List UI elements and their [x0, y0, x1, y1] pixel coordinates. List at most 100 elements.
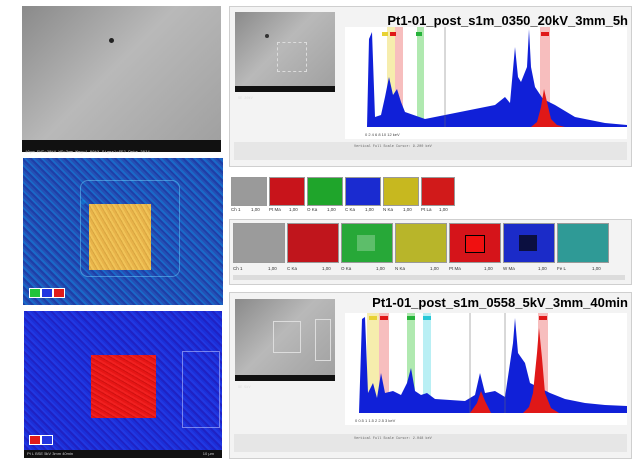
sem-info-text: 10μm EHT=20kV WD=3mm Mag=1.00kX Signal=S… — [25, 151, 150, 155]
element-map-label: Pt Ma — [449, 266, 461, 271]
thumbnail-info-bar: SE 20kV — [235, 86, 335, 101]
map-inner-square — [465, 235, 485, 253]
band-marker-green — [407, 316, 415, 320]
element-map-tile[interactable] — [421, 177, 455, 206]
band-marker-red-right — [539, 316, 547, 320]
band-marker-cyan — [423, 316, 431, 320]
element-map-strip-small: Ch 1 Pt Ma O Ka C Ka N Ka Pt La 1,00 1,0… — [231, 177, 455, 217]
energy-band-yellow — [367, 313, 379, 413]
map2-legend-red — [29, 435, 41, 445]
element-map-tile[interactable] — [345, 177, 381, 206]
element-map-label: O Ka — [341, 266, 352, 271]
element-map-value: 1,00 — [322, 266, 331, 271]
element-map-tile[interactable] — [231, 177, 267, 206]
map-legend-green — [29, 288, 41, 298]
element-map-value: 1,00 — [289, 207, 298, 212]
element-map-label: Fe L — [557, 266, 567, 271]
element-map-value: 1,00 — [538, 266, 547, 271]
energy-band-red-right — [538, 313, 548, 413]
band-marker-green — [416, 32, 422, 36]
element-map-value: 1,00 — [251, 207, 260, 212]
sem-info-bar: 10μm EHT=20kV WD=3mm Mag=1.00kX Signal=S… — [22, 140, 221, 155]
spectrum-fill — [345, 317, 627, 413]
element-map-label: N Ka — [383, 207, 394, 212]
element-map-tile[interactable] — [395, 223, 447, 263]
element-map-tile[interactable] — [383, 177, 419, 206]
spectrum-status-strip-top: Vertical Full Scale Cursor: 9.200 keV — [234, 142, 627, 160]
map2-legend-blue — [41, 435, 53, 445]
spectrum-status-text-bottom: Vertical Full Scale Cursor: 2.048 keV — [354, 437, 432, 441]
map2-roi-box — [182, 351, 220, 428]
map2-info-bar: Pt L BSE 5kV 3mm 40min 10 μm — [24, 450, 222, 458]
energy-band-yellow — [387, 27, 395, 127]
element-map-value: 1,00 — [430, 266, 439, 271]
spectrum-overlay — [531, 89, 565, 127]
element-map-label: Pt Ma — [269, 207, 281, 212]
map2-square-region — [91, 355, 156, 418]
spectrum-axis-text: 0 0.5 1 1.5 2 2.5 3 keV — [355, 418, 396, 423]
element-map-composite — [23, 158, 223, 305]
element-map-value: 1,00 — [403, 207, 412, 212]
spectrum-plot-bottom[interactable]: 0 0.5 1 1.5 2 2.5 3 keV — [345, 313, 627, 425]
spectrum-plot-top[interactable]: 0 2 4 6 8 10 12 keV — [345, 27, 627, 139]
eds-spectrum-window-top: SE 20kV 0 2 4 6 8 10 12 keV Pt1-01_post_… — [229, 6, 632, 167]
element-map-value: 1,00 — [376, 266, 385, 271]
element-map-value: 1,00 — [268, 266, 277, 271]
thumbnail-info-text: SE 20kV — [238, 97, 253, 101]
element-map-value: 1,00 — [439, 207, 448, 212]
band-marker-red — [380, 316, 388, 320]
spectrum-title-top: Pt1-01_post_s1m_0350_20kV_3mm_5h — [387, 13, 628, 28]
element-map-slider-row — [233, 275, 625, 280]
element-map-tile[interactable] — [307, 177, 343, 206]
element-map-tile[interactable] — [287, 223, 339, 263]
map-legend-red — [53, 288, 65, 298]
element-map-value: 1,00 — [327, 207, 336, 212]
energy-band-red — [379, 313, 389, 413]
map2-info-text: Pt L BSE 5kV 3mm 40min — [27, 451, 74, 456]
band-marker-red — [390, 32, 396, 36]
energy-band-red-right — [540, 27, 550, 127]
band-marker-red-right — [541, 32, 549, 36]
map-inner-square — [357, 235, 375, 251]
element-map-value: 1,00 — [484, 266, 493, 271]
element-map-strip-large: Ch 1 C Ka O Ka N Ka Pt Ma W Ma Fe L 1,00… — [229, 219, 632, 285]
thumbnail-roi-box — [277, 42, 307, 72]
sem-thumbnail-top[interactable]: SE 20kV — [235, 12, 335, 101]
spectrum-status-strip-bottom: Vertical Full Scale Cursor: 2.048 keV — [234, 434, 627, 452]
energy-band-red — [395, 27, 403, 127]
element-map-label: C Ka — [287, 266, 298, 271]
spectrum-status-text-top: Vertical Full Scale Cursor: 9.200 keV — [354, 145, 432, 149]
spectrum-fill — [345, 29, 627, 127]
map-square-region — [89, 204, 151, 270]
energy-band-green — [407, 313, 415, 413]
element-map-tile[interactable] — [557, 223, 609, 263]
element-map-red-blue: Pt L BSE 5kV 3mm 40min 10 μm — [24, 311, 222, 458]
spectrum-title-bottom: Pt1-01_post_s1m_0558_5kV_3mm_40min — [372, 295, 628, 310]
element-map-value: 1,00 — [365, 207, 374, 212]
spectrum-overlay — [523, 328, 559, 413]
element-map-label: Ch 1 — [233, 266, 243, 271]
energy-band-green — [417, 27, 424, 127]
particle-dot — [109, 38, 114, 43]
element-map-value: 1,00 — [592, 266, 601, 271]
element-map-tile[interactable] — [233, 223, 285, 263]
element-map-tile[interactable] — [269, 177, 305, 206]
element-map-label: Ch 1 — [231, 207, 241, 212]
map-legend-blue — [41, 288, 53, 298]
sem-thumbnail-bottom[interactable]: SE 5kV — [235, 299, 335, 390]
element-map-label: W Ma — [503, 266, 515, 271]
thumbnail-info-text: SE 5kV — [238, 386, 251, 390]
element-map-label: C Ka — [345, 207, 356, 212]
sem-image-top: 10μm EHT=20kV WD=3mm Mag=1.00kX Signal=S… — [22, 6, 221, 155]
element-map-tile[interactable] — [341, 223, 393, 263]
element-map-label: Pt La — [421, 207, 432, 212]
element-map-label: N Ka — [395, 266, 406, 271]
element-map-label: O Ka — [307, 207, 318, 212]
eds-spectrum-window-bottom: SE 5kV 0 0.5 1 1.5 2 2.5 3 keV Pt1-01_po… — [229, 292, 632, 459]
spectrum-axis-text: 0 2 4 6 8 10 12 keV — [365, 132, 400, 137]
map-frame-outline — [80, 180, 180, 277]
thumbnail-roi-box — [273, 321, 301, 353]
spectrum-overlay-small — [470, 391, 491, 413]
map2-scale-text: 10 μm — [202, 451, 214, 456]
thumbnail-info-bar: SE 5kV — [235, 375, 335, 390]
